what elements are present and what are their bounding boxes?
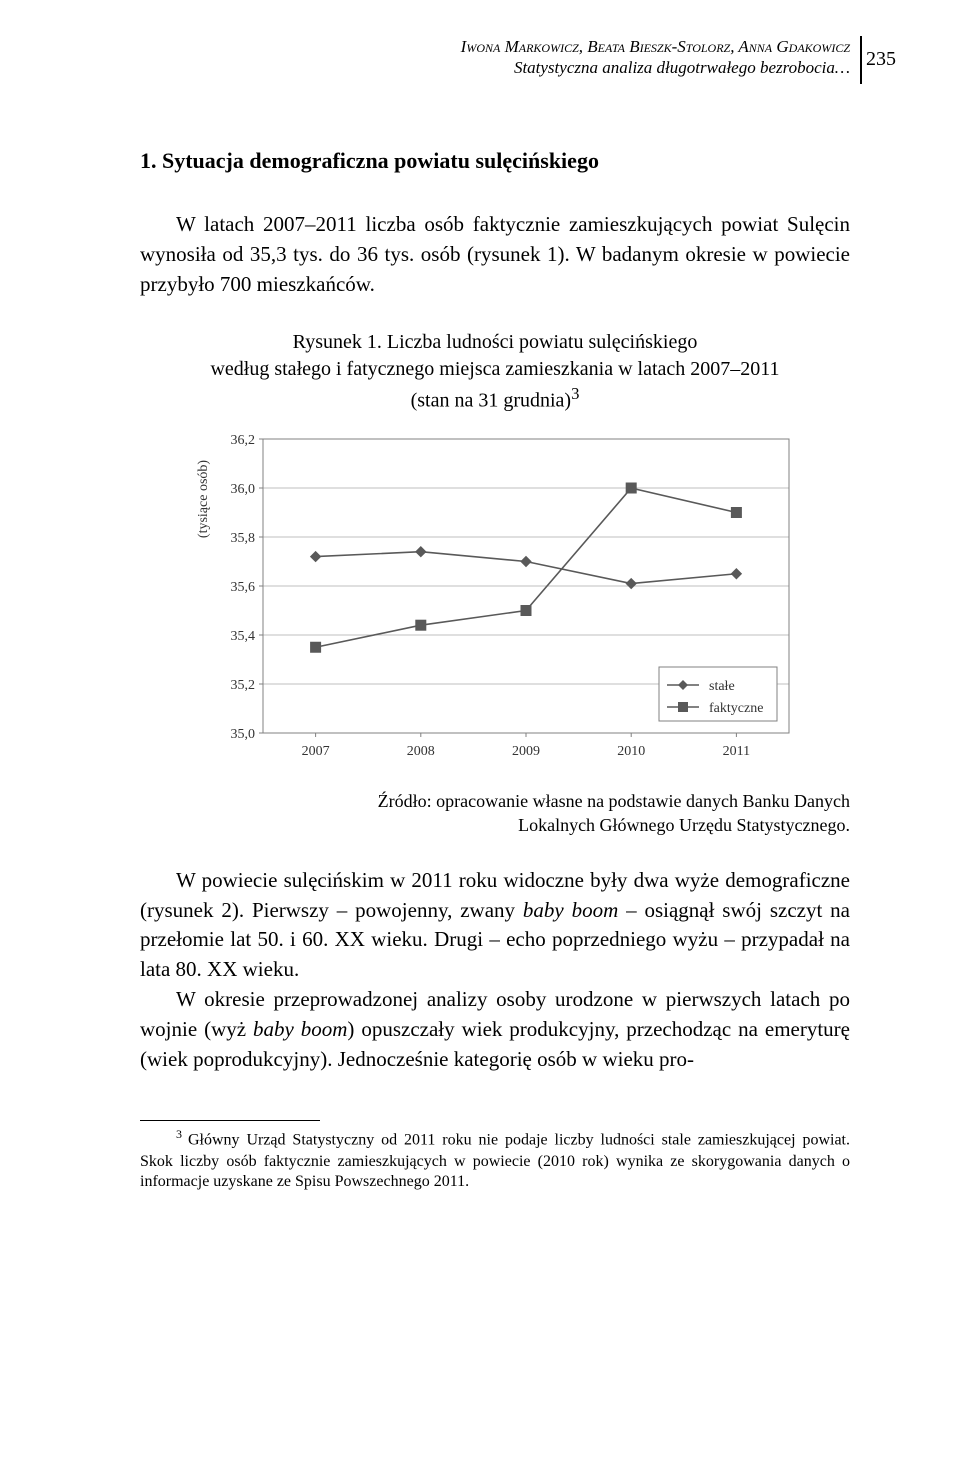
paragraph-1: W latach 2007–2011 liczba osób faktyczni… bbox=[140, 210, 850, 299]
svg-text:(tysiące osób): (tysiące osób) bbox=[196, 460, 211, 538]
page-number: 235 bbox=[866, 48, 896, 71]
svg-text:35,8: 35,8 bbox=[231, 531, 256, 546]
svg-text:2010: 2010 bbox=[617, 744, 645, 759]
svg-text:faktyczne: faktyczne bbox=[709, 701, 763, 716]
figure-source-line2: Lokalnych Głównego Urzędu Statystycznego… bbox=[518, 815, 850, 835]
header-authors: Iwona Markowicz, Beata Bieszk-Stolorz, A… bbox=[461, 36, 850, 57]
svg-text:stałe: stałe bbox=[709, 679, 735, 694]
page: Iwona Markowicz, Beata Bieszk-Stolorz, A… bbox=[0, 0, 960, 1484]
figure-caption-footref: 3 bbox=[571, 384, 579, 403]
svg-text:2007: 2007 bbox=[302, 744, 330, 759]
chart-container: 35,0 35,2 35,4 35,6 35,8 36,0 36,2 (tysiące osó… bbox=[140, 429, 850, 769]
svg-text:2011: 2011 bbox=[723, 744, 750, 759]
svg-text:35,6: 35,6 bbox=[231, 580, 256, 595]
svg-text:35,2: 35,2 bbox=[231, 678, 256, 693]
svg-text:36,0: 36,0 bbox=[231, 482, 256, 497]
figure-caption-line3a: (stan na 31 grudnia) bbox=[411, 390, 572, 412]
svg-text:35,0: 35,0 bbox=[231, 727, 256, 742]
footnote: 3Główny Urząd Statystyczny od 2011 roku … bbox=[140, 1127, 850, 1193]
svg-text:2008: 2008 bbox=[407, 744, 435, 759]
svg-text:35,4: 35,4 bbox=[231, 629, 256, 644]
figure-source-line1: Źródło: opracowanie własne na podstawie … bbox=[378, 791, 850, 811]
svg-text:2009: 2009 bbox=[512, 744, 540, 759]
figure-caption-line2: według stałego i fatycznego miejsca zami… bbox=[210, 358, 779, 380]
content: 1. Sytuacja demograficzna powiatu sulęci… bbox=[140, 148, 850, 1193]
paragraph-2: W powiecie sulęcińskim w 2011 roku widoc… bbox=[140, 866, 850, 985]
running-header: Iwona Markowicz, Beata Bieszk-Stolorz, A… bbox=[461, 36, 850, 79]
figure-caption: Rysunek 1. Liczba ludności powiatu sulęc… bbox=[140, 329, 850, 415]
paragraph-3: W okresie przeprowadzonej analizy osoby … bbox=[140, 985, 850, 1074]
figure-caption-line1: Rysunek 1. Liczba ludności powiatu sulęc… bbox=[293, 331, 698, 353]
header-running-title: Statystyczna analiza długotrwałego bezro… bbox=[461, 57, 850, 78]
footnote-text: Główny Urząd Statystyczny od 2011 roku n… bbox=[140, 1132, 850, 1191]
footnote-number: 3 bbox=[140, 1127, 188, 1141]
population-chart: 35,0 35,2 35,4 35,6 35,8 36,0 36,2 (tysiące osó… bbox=[185, 429, 805, 769]
svg-text:36,2: 36,2 bbox=[231, 433, 256, 448]
section-heading: 1. Sytuacja demograficzna powiatu sulęci… bbox=[140, 148, 850, 174]
figure-source: Źródło: opracowanie własne na podstawie … bbox=[140, 789, 850, 838]
footnote-rule bbox=[140, 1120, 320, 1121]
header-divider bbox=[860, 36, 862, 84]
